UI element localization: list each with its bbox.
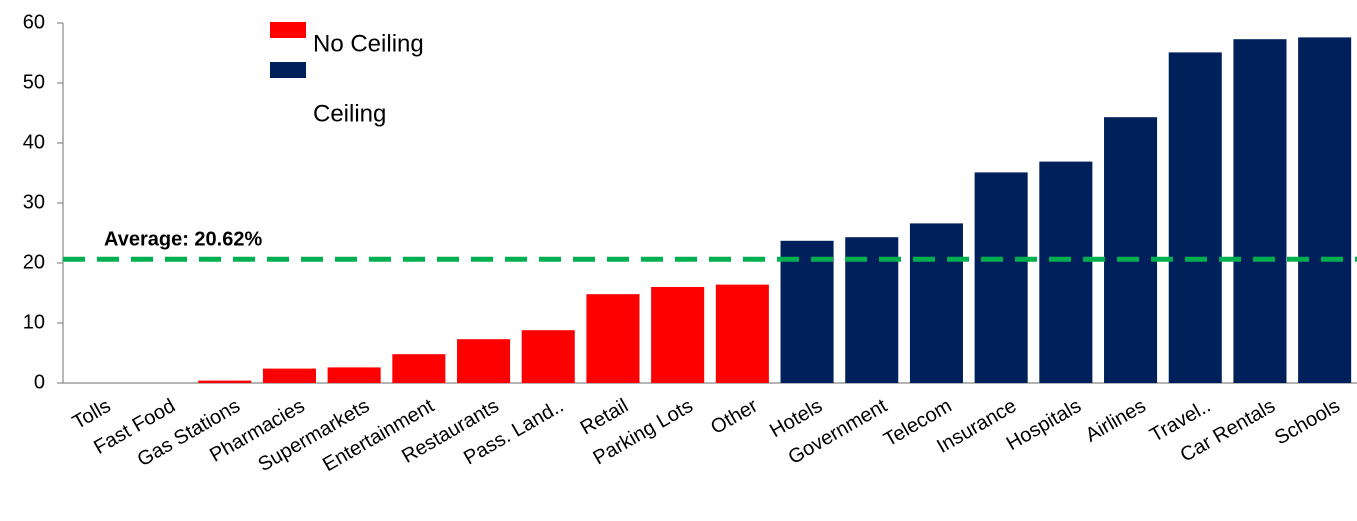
average-label: Average: 20.62% [104,229,262,251]
y-tick-label: 10 [23,311,45,333]
bar [198,380,252,383]
y-tick-label: 50 [23,71,45,93]
y-tick-label: 20 [23,251,45,273]
bar [715,284,769,383]
bar [1298,37,1352,384]
bar [262,368,316,383]
bar [457,339,511,383]
legend-label: No Ceiling [313,30,424,57]
x-tick-label: Airlines [1082,395,1150,447]
y-tick-label: 0 [34,371,45,393]
bar [521,330,575,383]
x-tick-label: Other [707,395,762,439]
bar [974,172,1028,383]
bar [1039,161,1093,383]
x-tick-label: Schools [1271,395,1344,450]
bar [909,223,963,383]
x-tick-label: Hospitals [1003,395,1085,455]
bar [651,287,705,383]
bar [780,240,834,383]
bar [1104,117,1158,383]
legend-swatch [270,62,306,78]
bar [1168,52,1222,384]
y-tick-label: 60 [23,11,45,33]
legend-swatch [270,22,306,38]
bar [1233,39,1287,383]
x-tick-label: Tolls [69,395,115,434]
y-tick-label: 40 [23,131,45,153]
legend-label: Ceiling [313,100,386,127]
y-tick-label: 30 [23,191,45,213]
bar [327,367,381,383]
bar [586,294,640,383]
bar [392,354,446,383]
